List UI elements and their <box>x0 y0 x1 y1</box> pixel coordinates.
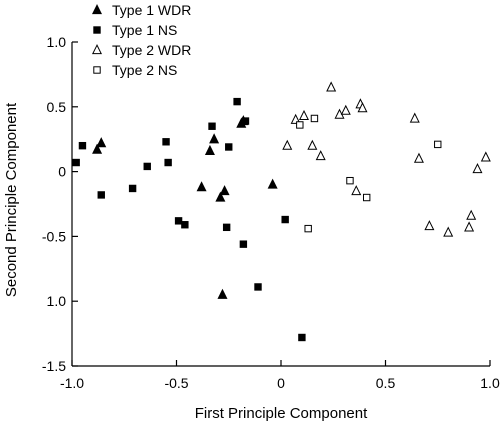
legend-marker-open-square <box>93 66 101 74</box>
x-tick-label: 0 <box>277 375 285 391</box>
y-axis-title: Second Principle Component <box>3 102 20 297</box>
legend-marker-open-triangle <box>91 44 103 55</box>
point-open-square <box>434 140 442 149</box>
point-open-square <box>304 224 312 233</box>
point-filled-triangle <box>217 288 228 299</box>
point-filled-square <box>233 97 241 106</box>
point-open-triangle <box>466 209 477 220</box>
point-filled-triangle <box>209 133 220 144</box>
point-open-triangle <box>480 151 491 162</box>
point-filled-square <box>128 184 137 193</box>
point-filled-square <box>162 138 170 146</box>
y-tick-label: 0.5 <box>47 99 67 115</box>
legend-label: Type 2 WDR <box>112 42 191 58</box>
point-open-square <box>296 121 304 129</box>
x-tick-label: -1.0 <box>60 375 84 391</box>
x-tick-label: 0.5 <box>376 375 396 391</box>
point-open-triangle <box>307 139 318 150</box>
point-open-triangle <box>357 102 368 113</box>
x-tick-label: 1.0 <box>480 375 500 391</box>
point-open-triangle <box>409 112 420 123</box>
legend-marker-filled-square <box>93 26 101 34</box>
point-open-triangle <box>340 104 351 115</box>
point-filled-triangle <box>267 178 278 189</box>
point-filled-square <box>143 162 151 171</box>
point-filled-square <box>239 240 248 248</box>
point-filled-triangle <box>96 137 107 148</box>
point-open-triangle <box>351 185 362 196</box>
point-open-triangle <box>282 139 293 150</box>
x-axis-title: First Principle Component <box>195 405 368 422</box>
point-filled-square <box>164 158 172 167</box>
point-open-square <box>346 176 354 185</box>
point-filled-square <box>241 117 250 125</box>
point-filled-square <box>222 223 231 232</box>
point-open-triangle <box>464 221 475 232</box>
x-ticks: -1.0 -0.5 0 0.5 1.0 <box>60 360 500 391</box>
legend-label: Type 1 WDR <box>112 2 191 18</box>
y-ticks: 1.0 0.5 0 -0.5 1.0 -1.5 <box>42 34 78 374</box>
point-open-triangle <box>443 226 454 237</box>
y-tick-label: -0.5 <box>42 228 66 244</box>
y-tick-label: 1.0 <box>47 293 67 309</box>
legend-marker-filled-triangle <box>91 4 103 15</box>
point-open-square <box>310 114 319 123</box>
point-filled-triangle <box>204 144 215 155</box>
point-filled-square <box>225 143 233 151</box>
legend: Type 1 WDR Type 1 NS Type 2 WDR Type 2 NS <box>91 2 191 78</box>
point-filled-triangle <box>196 181 207 192</box>
point-open-triangle <box>413 152 424 163</box>
y-tick-label: 1.0 <box>47 34 67 50</box>
point-filled-square <box>281 215 289 224</box>
point-filled-square <box>208 122 216 130</box>
point-open-square <box>362 193 371 202</box>
point-filled-square <box>181 221 189 229</box>
point-filled-triangle <box>92 143 103 154</box>
point-open-triangle <box>315 150 326 161</box>
point-filled-square <box>298 333 306 342</box>
data-points <box>72 81 491 342</box>
legend-label: Type 1 NS <box>112 22 177 38</box>
point-open-triangle <box>298 109 309 120</box>
y-tick-label: 0 <box>58 164 66 180</box>
point-filled-square <box>174 217 183 225</box>
point-filled-square <box>78 141 87 150</box>
point-filled-square <box>254 283 262 291</box>
point-filled-triangle <box>215 191 226 202</box>
y-tick-label: -1.5 <box>42 358 66 374</box>
axes <box>71 42 490 367</box>
point-open-triangle <box>424 220 435 231</box>
point-filled-square <box>72 158 80 167</box>
point-open-triangle <box>472 163 483 174</box>
point-filled-square <box>97 191 105 199</box>
point-filled-triangle <box>219 185 230 196</box>
legend-label: Type 2 NS <box>112 62 177 78</box>
x-tick-label: -0.5 <box>164 375 188 391</box>
point-open-triangle <box>326 81 337 92</box>
